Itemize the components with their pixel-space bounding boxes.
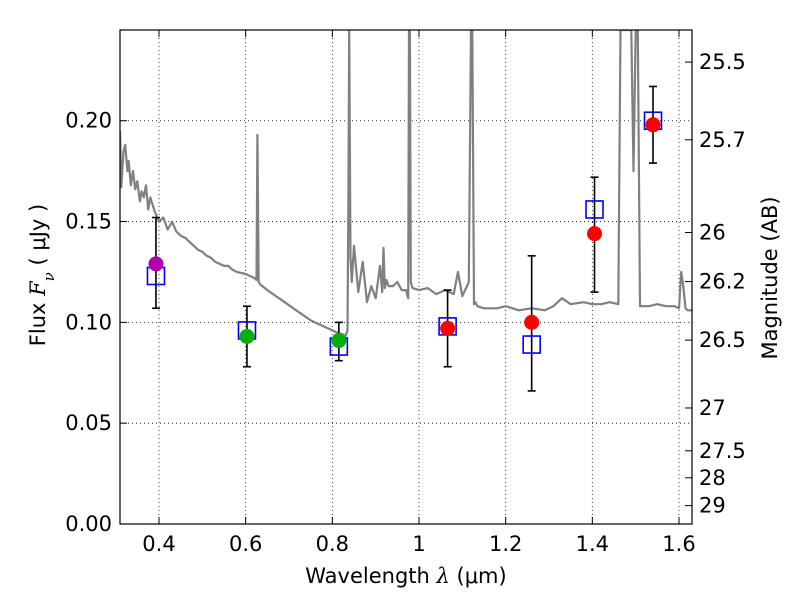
y2-tick-label: 26.2 (699, 270, 746, 294)
x-tick-label: 0.8 (316, 532, 349, 556)
model-spectrum-layer (120, 30, 692, 338)
y-axis-label-symbol: F (26, 280, 50, 297)
y2-tick-label: 25.7 (699, 128, 746, 152)
model-photometry-square (585, 200, 604, 219)
axis-ticks (120, 30, 692, 525)
x-axis-label: Wavelength λ (μm) (305, 564, 506, 588)
x-axis-label-symbol: λ (436, 564, 450, 588)
x-tick-label: 1.6 (662, 532, 695, 556)
x-tick-label: 0.6 (229, 532, 262, 556)
y-axis-label-subscript: ν (40, 272, 58, 281)
y-tick-label: 0.05 (65, 411, 112, 435)
y2-tick-label: 27.5 (699, 439, 746, 463)
plot-frame (119, 29, 693, 525)
y2-tick-label: 26 (699, 221, 726, 245)
y2-tick-label: 29 (699, 494, 726, 518)
observed-data-point (440, 320, 456, 336)
y2-tick-label: 28 (699, 466, 726, 490)
observed-data-point (587, 226, 602, 242)
x-tick-label: 1 (412, 532, 425, 556)
x-axis-label-unit: (μm) (450, 564, 507, 588)
x-tick-label: 1.2 (489, 532, 522, 556)
x-tick-label: 1.4 (576, 532, 609, 556)
model-photometry-square (522, 335, 541, 354)
y2-tick-label: 26.5 (699, 328, 746, 352)
y-axis-label-unit: ( μJy ) (26, 204, 50, 272)
x-tick-label: 0.4 (142, 532, 175, 556)
observed-data-point (645, 117, 661, 133)
observed-data-point (524, 314, 540, 330)
observed-data-point (148, 256, 164, 272)
observed-photometry-markers (148, 117, 661, 349)
error-bars (151, 85, 657, 392)
observed-data-point (239, 328, 255, 344)
y-axis-label-text: Flux (26, 296, 50, 346)
y-tick-label: 0.10 (65, 310, 112, 334)
grid-lines (120, 30, 692, 525)
y-tick-label: 0.15 (65, 210, 112, 234)
y-tick-label: 0.20 (65, 109, 112, 133)
observed-data-point (331, 333, 347, 349)
y-axis-label: Flux Fν ( μJy ) (26, 204, 58, 346)
y2-axis-label: Magnitude (AB) (758, 196, 782, 359)
y2-tick-label: 25.5 (699, 50, 746, 74)
model-spectrum-line (120, 30, 692, 338)
x-axis-label-text: Wavelength (305, 564, 436, 588)
model-photometry-markers (146, 111, 663, 356)
y-tick-label: 0.00 (65, 512, 112, 536)
y2-tick-label: 27 (699, 396, 726, 420)
